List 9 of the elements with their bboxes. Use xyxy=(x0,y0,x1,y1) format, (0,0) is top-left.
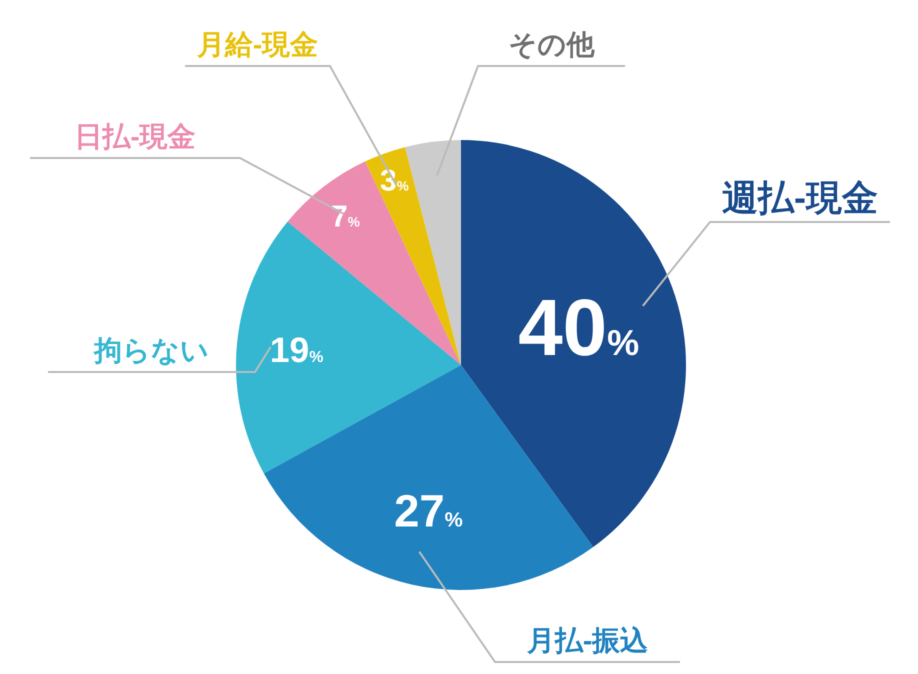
slice-label: 日払-現金 xyxy=(74,121,196,152)
slice-label: 週払-現金 xyxy=(722,177,878,218)
slice-label: その他 xyxy=(508,29,596,60)
slice-label: 月払-振込 xyxy=(526,625,648,656)
data-label: 19% xyxy=(270,330,324,370)
slice-label: 拘らない xyxy=(93,335,209,366)
slice-label: 月給-現金 xyxy=(196,29,318,60)
data-label: 40% xyxy=(518,282,640,372)
data-label: 27% xyxy=(394,486,463,537)
